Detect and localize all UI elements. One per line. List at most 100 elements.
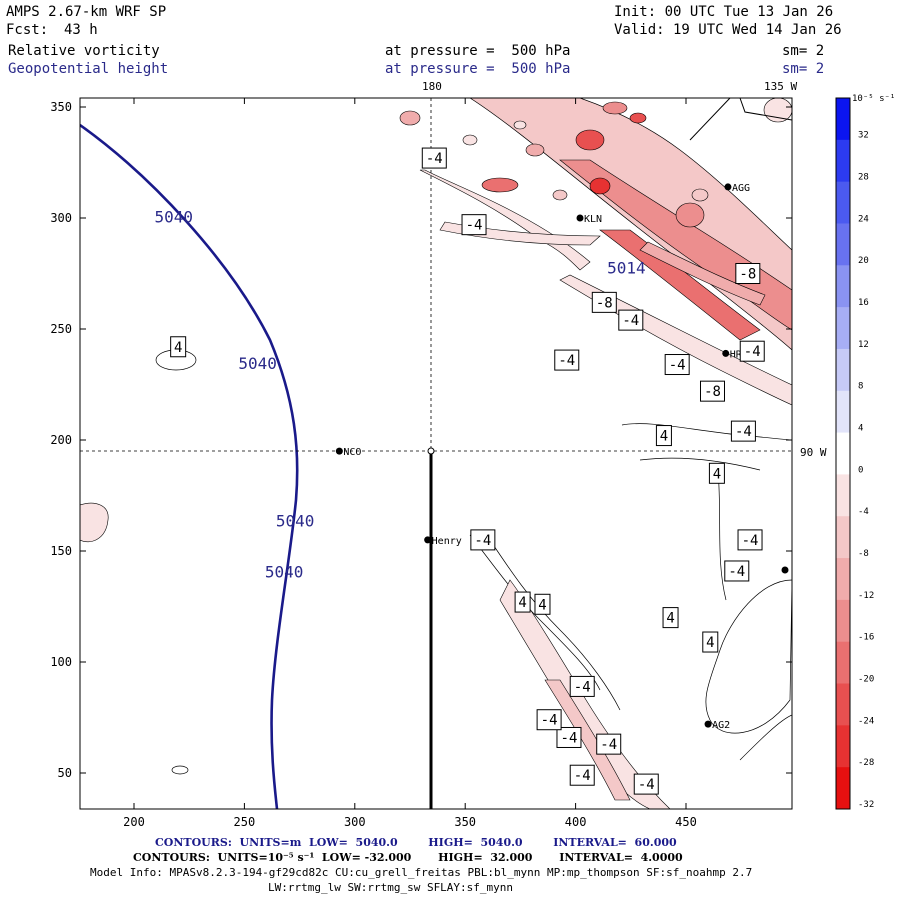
field1-name: Relative vorticity — [8, 43, 160, 59]
init-time: Init: 00 UTC Tue 13 Jan 26 — [614, 4, 834, 20]
vorticity-label-box — [618, 309, 644, 331]
x-tick-label: 350 — [454, 815, 476, 829]
height-labels: 5040 5040 5040 5040 5014 — [154, 207, 645, 581]
vorticity-contour-label: -4 — [744, 344, 761, 360]
colorbar-segment — [836, 139, 850, 183]
field2-name: Geopotential height — [8, 61, 169, 77]
field1-level: at pressure = 500 hPa — [385, 43, 571, 59]
vorticity-label-box — [461, 214, 487, 236]
height-contour-label: 5014 — [607, 259, 646, 278]
colorbar-segment — [836, 516, 850, 559]
station-label: AG2 — [712, 720, 730, 731]
x-tick-label: 300 — [344, 815, 366, 829]
forecast-label: Fcst: — [6, 22, 49, 38]
vorticity-contour-label: -4 — [561, 730, 578, 746]
colorbar-tick-label: 20 — [858, 256, 869, 266]
colorbar-tick-label: -24 — [858, 716, 874, 726]
colorbar-units: 10⁻⁵ s⁻¹ — [852, 94, 895, 104]
station-marker — [424, 536, 432, 544]
station-label: AGG — [732, 183, 750, 194]
vorticity-label-box — [569, 764, 595, 786]
colorbar-segment — [836, 683, 850, 726]
station-marker — [576, 214, 584, 222]
station-marker — [704, 720, 712, 728]
model-info-physics: LW:rrtmg_lw SW:rrtmg_sw SFLAY:sf_mynn — [268, 881, 514, 894]
vorticity-label-box — [655, 425, 672, 447]
vorticity-contour-label: -4 — [669, 358, 686, 374]
colorbar-tick-label: 24 — [858, 214, 869, 224]
colorbar-segment — [836, 641, 850, 685]
colorbar-segment — [836, 348, 850, 392]
colorbar-tick-label: -16 — [858, 633, 874, 643]
lon-90w-label: 90 W — [800, 446, 827, 459]
colorbar-segment — [836, 767, 850, 810]
vorticity-label-box — [536, 709, 562, 731]
x-tick-label: 200 — [123, 815, 145, 829]
vorticity-label-box — [699, 380, 725, 402]
colorbar-segment — [836, 599, 850, 643]
vorticity-label-box — [556, 726, 582, 748]
vorticity-contour-label: -4 — [574, 768, 591, 784]
x-axis: 200 250 300 350 400 450 — [123, 98, 697, 829]
station-marker — [781, 566, 789, 574]
vorticity-contour-label: 4 — [174, 340, 182, 356]
vorticity-contour-label: -4 — [574, 679, 591, 695]
colorbar-segment — [836, 265, 850, 308]
vorticity-contour-label: -4 — [638, 777, 655, 793]
height-contour-label: 5040 — [265, 563, 304, 582]
vorticity-label-box — [708, 462, 725, 484]
vorticity-label-box — [596, 733, 622, 755]
height-contour-label: 5040 — [276, 512, 315, 531]
y-tick-label: 250 — [50, 322, 72, 336]
y-tick-label: 200 — [50, 433, 72, 447]
vorticity-label-box — [569, 675, 595, 697]
y-axis: 50 100 150 200 250 300 350 — [50, 100, 792, 780]
vorticity-label-box — [470, 529, 496, 551]
coast-line — [689, 97, 731, 141]
x-tick-label: 400 — [565, 815, 587, 829]
vorticity-contour-label: -4 — [466, 218, 483, 234]
vorticity-label-box — [591, 291, 617, 313]
vorticity-label-box — [633, 773, 659, 795]
colorbar-segment — [836, 725, 850, 768]
colorbar-tick-label: 4 — [858, 423, 863, 433]
y-tick-label: 100 — [50, 655, 72, 669]
colorbar-tick-label: 0 — [858, 465, 863, 475]
vorticity-field — [80, 98, 792, 809]
vorticity-contour-label: -8 — [739, 267, 756, 283]
colorbar-tick-label: 12 — [858, 340, 869, 350]
colorbar-segment — [836, 432, 850, 475]
vorticity-label-box — [170, 336, 187, 358]
vorticity-label-box — [737, 529, 763, 551]
plot-frame — [79, 97, 793, 810]
height-contour-label: 5040 — [238, 354, 277, 373]
colorbar-tick-label: -12 — [858, 591, 874, 601]
x-tick-label: 250 — [234, 815, 256, 829]
station-marker — [335, 447, 343, 455]
vorticity-contour-label: -8 — [596, 295, 613, 311]
vorticity-contour-label: -4 — [541, 713, 558, 729]
colorbar-tick-label: -4 — [858, 507, 869, 517]
vorticity-contour-label: -4 — [474, 533, 491, 549]
vorticity-label-box — [514, 591, 531, 613]
forecast-hours: 43 h — [64, 22, 98, 38]
vorticity-label-box — [730, 420, 756, 442]
station-marker — [724, 183, 732, 191]
vorticity-contour-label: -4 — [426, 151, 443, 167]
station-label: NCO — [343, 447, 361, 458]
vorticity-contour-label: 4 — [666, 611, 674, 627]
lon-180-label: 180 — [422, 80, 442, 93]
vorticity-labels: -4-44-8-4-4 -4-8-4-8-44-444-4-444-4-4 -4-4… — [170, 147, 765, 795]
station-label: KLN — [584, 214, 602, 225]
vorticity-contour-label: -4 — [622, 313, 639, 329]
colorbar-tick-label: 16 — [858, 298, 869, 308]
vorticity-contour-info: CONTOURS: UNITS=10⁻⁵ s⁻¹ LOW= -32.000 HI… — [133, 851, 683, 864]
vorticity-label-box — [739, 340, 765, 362]
vorticity-contour-label: 4 — [706, 635, 714, 651]
x-tick-label: 450 — [675, 815, 697, 829]
vorticity-label-box — [421, 147, 447, 169]
vorticity-contour-label: -4 — [728, 564, 745, 580]
height-contour-info: CONTOURS: UNITS=m LOW= 5040.0 HIGH= 5040… — [155, 836, 677, 849]
y-tick-label: 150 — [50, 544, 72, 558]
